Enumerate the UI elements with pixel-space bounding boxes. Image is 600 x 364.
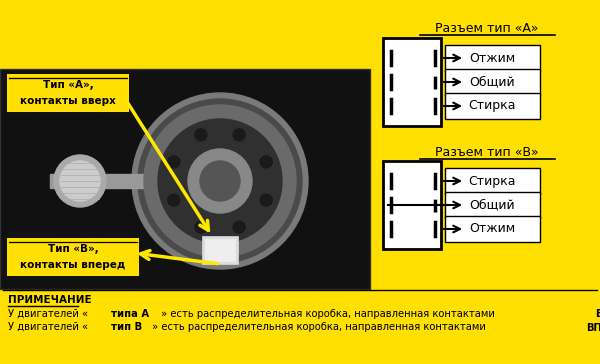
Circle shape: [144, 105, 296, 257]
Text: Разъем тип «В»: Разъем тип «В»: [435, 146, 539, 158]
Text: тип В: тип В: [112, 322, 143, 332]
Circle shape: [60, 161, 100, 201]
Bar: [205, 239, 235, 261]
Bar: [445, 168, 540, 194]
Text: У двигателей «: У двигателей «: [8, 322, 88, 332]
Circle shape: [260, 194, 272, 206]
Text: » есть распределительная коробка, направленная контактами: » есть распределительная коробка, направ…: [152, 322, 488, 332]
Text: » есть распределительная коробка, направленная контактами: » есть распределительная коробка, направ…: [161, 309, 497, 319]
Text: контакты вперед: контакты вперед: [20, 260, 125, 270]
Circle shape: [233, 221, 245, 233]
Text: Тип «В»,: Тип «В»,: [47, 244, 98, 254]
Text: контакты вверх: контакты вверх: [20, 96, 116, 106]
Circle shape: [233, 129, 245, 141]
Circle shape: [200, 161, 240, 201]
Bar: [50, 174, 200, 188]
Bar: [445, 93, 540, 119]
Bar: [445, 216, 540, 242]
Bar: [445, 192, 540, 218]
Text: типа А: типа А: [112, 309, 149, 319]
Text: Разъем тип «А»: Разъем тип «А»: [435, 21, 539, 35]
Circle shape: [195, 129, 207, 141]
Circle shape: [168, 194, 180, 206]
Text: Стирка: Стирка: [468, 174, 516, 187]
Text: Стирка: Стирка: [468, 99, 516, 112]
Circle shape: [195, 221, 207, 233]
Bar: [445, 45, 540, 71]
Circle shape: [188, 149, 252, 213]
Text: ВПЕРЕД: ВПЕРЕД: [586, 322, 600, 332]
Bar: [202, 236, 238, 264]
Circle shape: [158, 119, 282, 243]
Text: Отжим: Отжим: [469, 51, 515, 64]
Circle shape: [260, 156, 272, 168]
Circle shape: [132, 93, 308, 269]
Bar: [445, 69, 540, 95]
Circle shape: [138, 99, 302, 263]
Bar: [7, 74, 129, 112]
Bar: [7, 238, 139, 276]
Text: Тип «А»,: Тип «А»,: [43, 80, 94, 90]
Text: Отжим: Отжим: [469, 222, 515, 236]
Text: ВВЕРХ: ВВЕРХ: [595, 309, 600, 319]
Text: Общий: Общий: [469, 198, 515, 211]
Bar: [383, 38, 441, 126]
Text: ПРИМЕЧАНИЕ: ПРИМЕЧАНИЕ: [8, 295, 92, 305]
Circle shape: [168, 156, 180, 168]
Bar: [383, 161, 441, 249]
Circle shape: [54, 155, 106, 207]
Bar: [0, 69, 370, 289]
Text: У двигателей «: У двигателей «: [8, 309, 88, 319]
Text: Общий: Общий: [469, 75, 515, 88]
